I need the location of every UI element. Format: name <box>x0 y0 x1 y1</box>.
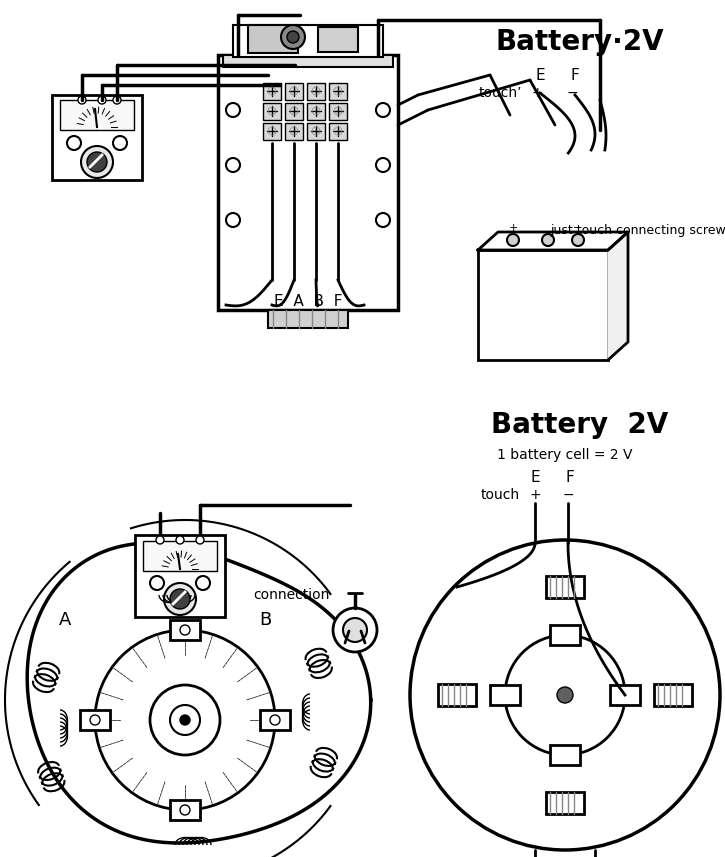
Circle shape <box>333 608 377 652</box>
Bar <box>263 123 281 140</box>
Circle shape <box>196 576 210 590</box>
Bar <box>135 535 225 617</box>
Circle shape <box>281 25 305 49</box>
Circle shape <box>90 715 100 725</box>
Circle shape <box>542 234 554 246</box>
Bar <box>490 685 520 705</box>
Circle shape <box>196 536 204 544</box>
Bar <box>318 27 358 52</box>
Text: +: + <box>531 86 543 100</box>
Text: E  A  B  F: E A B F <box>274 295 342 309</box>
Circle shape <box>343 618 367 642</box>
Text: E: E <box>535 68 544 82</box>
Bar <box>654 684 692 706</box>
Bar <box>478 250 608 360</box>
Text: touch: touch <box>481 488 520 502</box>
Circle shape <box>150 685 220 755</box>
Circle shape <box>376 103 390 117</box>
Bar <box>80 710 110 730</box>
Text: connection: connection <box>254 588 330 602</box>
Circle shape <box>557 687 573 703</box>
Bar <box>233 25 383 57</box>
Circle shape <box>180 625 190 635</box>
Bar <box>170 620 200 640</box>
Bar <box>170 800 200 820</box>
Bar <box>260 710 290 730</box>
Bar <box>307 123 325 140</box>
Text: +: + <box>508 223 518 233</box>
Text: B: B <box>259 611 271 629</box>
Bar <box>285 83 303 100</box>
Circle shape <box>226 158 240 172</box>
Circle shape <box>95 630 275 810</box>
Circle shape <box>287 31 299 43</box>
Bar <box>285 123 303 140</box>
Circle shape <box>572 234 584 246</box>
Circle shape <box>78 96 86 104</box>
Text: 1 battery cell = 2 V: 1 battery cell = 2 V <box>497 448 633 462</box>
Bar <box>610 685 640 705</box>
Circle shape <box>170 705 200 735</box>
Bar <box>60 100 134 130</box>
Circle shape <box>410 540 720 850</box>
Circle shape <box>180 805 190 815</box>
Bar <box>550 745 580 765</box>
Text: touch’: touch’ <box>478 86 522 100</box>
Bar <box>218 55 398 310</box>
Polygon shape <box>608 232 628 360</box>
Bar <box>307 83 325 100</box>
Bar <box>329 123 347 140</box>
Text: just touch connecting screw: just touch connecting screw <box>550 224 725 237</box>
Circle shape <box>376 213 390 227</box>
Circle shape <box>81 146 113 178</box>
Circle shape <box>505 635 625 755</box>
Circle shape <box>67 136 81 150</box>
Circle shape <box>98 96 106 104</box>
Bar <box>263 83 281 100</box>
Circle shape <box>376 158 390 172</box>
Bar <box>550 625 580 645</box>
Bar <box>223 55 393 67</box>
Circle shape <box>180 715 190 725</box>
Bar <box>248 25 298 53</box>
Text: Battery·2V: Battery·2V <box>496 28 664 56</box>
Bar <box>143 541 217 571</box>
Text: −: − <box>562 488 573 502</box>
Text: E: E <box>530 470 540 484</box>
Bar <box>546 792 584 814</box>
Text: A: A <box>59 611 71 629</box>
Bar <box>329 103 347 120</box>
Circle shape <box>113 136 127 150</box>
Circle shape <box>270 715 280 725</box>
Bar <box>307 103 325 120</box>
Polygon shape <box>27 543 370 843</box>
Text: F: F <box>571 68 579 82</box>
Bar <box>546 576 584 598</box>
Circle shape <box>226 213 240 227</box>
Circle shape <box>170 589 190 609</box>
Circle shape <box>176 536 184 544</box>
Text: Battery  2V: Battery 2V <box>492 411 668 439</box>
Circle shape <box>150 576 164 590</box>
Text: +: + <box>529 488 541 502</box>
Bar <box>438 684 476 706</box>
Bar <box>285 103 303 120</box>
Circle shape <box>87 152 107 172</box>
Circle shape <box>507 234 519 246</box>
Bar <box>268 310 348 328</box>
Polygon shape <box>478 232 628 250</box>
Bar <box>263 103 281 120</box>
Text: −: − <box>573 223 583 233</box>
Circle shape <box>226 103 240 117</box>
Circle shape <box>113 96 121 104</box>
Circle shape <box>156 536 164 544</box>
Text: −: − <box>566 86 578 100</box>
Text: F: F <box>566 470 574 484</box>
Bar <box>329 83 347 100</box>
Circle shape <box>164 583 196 615</box>
Bar <box>52 95 142 180</box>
